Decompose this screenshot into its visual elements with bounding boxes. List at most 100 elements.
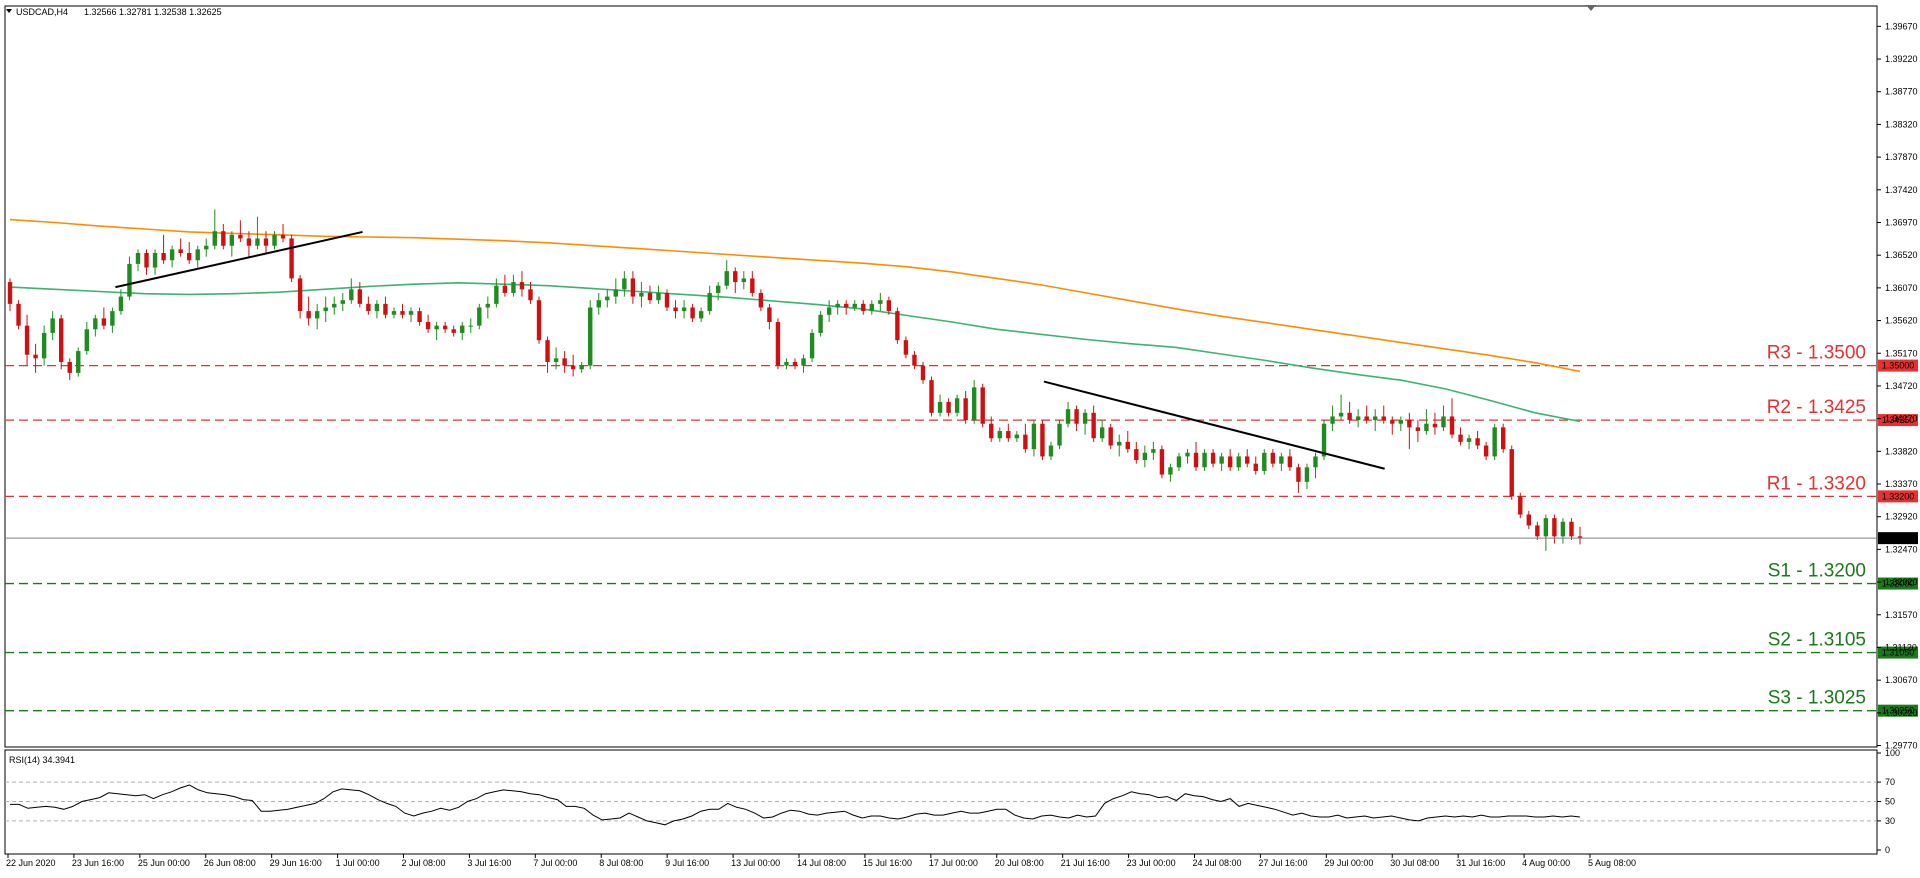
candle-body <box>1245 456 1250 464</box>
candle-body <box>186 253 192 261</box>
candle-body <box>1279 456 1284 464</box>
price-axis: 1.39670 1.39220 1.38770 1.38320 1.37870 1.374… <box>1877 21 1918 751</box>
candle-body <box>383 303 388 315</box>
candle-body <box>1082 412 1088 424</box>
candle-body <box>468 325 473 327</box>
candle-body <box>1031 423 1037 450</box>
candle-body <box>1134 449 1139 461</box>
price-tick-label: 1.32020 <box>1885 577 1918 587</box>
candle-body <box>1475 438 1480 446</box>
candle-body <box>289 238 294 279</box>
price-tick-label: 1.39220 <box>1885 54 1918 64</box>
time-tick-label: 8 Jul 08:00 <box>599 858 643 868</box>
candle-body <box>1108 427 1113 446</box>
candle-body <box>1176 456 1182 468</box>
candle-body <box>349 289 354 301</box>
resistance-price-tag <box>1878 359 1918 372</box>
time-tick-label: 29 Jun 16:00 <box>270 858 322 868</box>
candle-body <box>366 303 371 312</box>
price-tick-label: 1.38320 <box>1885 119 1918 129</box>
time-tick-label: 24 Jul 08:00 <box>1193 858 1242 868</box>
rsi-tick-label: 30 <box>1885 816 1895 826</box>
candle-body <box>1526 514 1532 526</box>
candle-body <box>1057 423 1062 446</box>
candle-body <box>67 361 72 373</box>
candle-body <box>1492 427 1497 457</box>
candle-body <box>1185 452 1190 457</box>
candle-body <box>622 278 627 290</box>
resistance-level-label: R2 - 1.3425 <box>1767 397 1866 418</box>
resistance-level-label: R3 - 1.3500 <box>1767 343 1866 364</box>
candle-body <box>673 307 678 312</box>
price-tick-label: 1.33370 <box>1885 479 1918 489</box>
candle-body <box>1390 420 1395 424</box>
candle-body <box>41 332 47 359</box>
time-tick-label: 23 Jul 00:00 <box>1127 858 1176 868</box>
price-tick-label: 1.38770 <box>1885 87 1918 97</box>
candle-body <box>630 278 636 297</box>
candle-body <box>980 387 985 424</box>
chart-header-ohlc: 1.32566 1.32781 1.32538 1.32625 <box>84 7 222 17</box>
candle-body <box>1552 518 1557 537</box>
price-tick-label: 1.36970 <box>1885 217 1918 227</box>
rsi-indicator <box>5 781 1877 826</box>
candle-body <box>519 282 525 290</box>
scroll-marker-icon[interactable] <box>1586 5 1596 11</box>
support-level-label: S2 - 1.3105 <box>1768 630 1866 651</box>
candle-body <box>1227 456 1233 468</box>
candle-body <box>1466 438 1472 442</box>
candle-body <box>118 296 124 312</box>
candle-body <box>238 234 243 239</box>
candle-body <box>1483 445 1489 457</box>
support-price-tag <box>1878 646 1918 659</box>
candle-body <box>570 365 576 370</box>
candle-body <box>1347 412 1352 421</box>
time-tick-label: 25 Jun 00:00 <box>138 858 190 868</box>
price-tick-label: 1.36070 <box>1885 283 1918 293</box>
candle-body <box>656 292 661 301</box>
current-price-tag <box>1878 532 1918 545</box>
rsi-tick-label: 100 <box>1885 748 1900 758</box>
candle-body <box>417 311 422 323</box>
candle-body <box>332 303 337 308</box>
candle-body <box>929 380 934 413</box>
price-tick-label: 1.34270 <box>1885 414 1918 424</box>
candle-body <box>690 307 695 319</box>
current-price-tag-label: 1.32625 <box>1882 533 1915 543</box>
candle-body <box>1373 416 1378 421</box>
support-level-label: S3 - 1.3025 <box>1768 688 1866 709</box>
time-tick-label: 15 Jul 16:00 <box>863 858 912 868</box>
collapse-arrow-icon[interactable] <box>6 9 12 13</box>
candle-body <box>1407 420 1412 428</box>
candle-body <box>204 245 209 250</box>
candle-body <box>297 278 303 312</box>
candle-body <box>1543 518 1549 537</box>
candle-body <box>494 285 499 304</box>
main-panel-frame <box>4 5 1878 748</box>
time-tick-label: 13 Jul 00:00 <box>731 858 780 868</box>
candle-body <box>1099 427 1105 439</box>
time-tick-label: 22 Jun 2020 <box>6 858 56 868</box>
candle-body <box>613 289 619 297</box>
price-tick-label: 1.31570 <box>1885 610 1918 620</box>
resistance-price-tag-label: 1.35000 <box>1882 361 1915 371</box>
candle-body <box>920 365 926 381</box>
time-tick-label: 4 Aug 00:00 <box>1522 858 1570 868</box>
price-tick-label: 1.32470 <box>1885 544 1918 554</box>
price-tick-label: 1.30670 <box>1885 675 1918 685</box>
candle-body <box>229 234 235 246</box>
candle-body <box>1458 434 1463 442</box>
candle-body <box>741 278 747 283</box>
candle-body <box>477 307 482 326</box>
candle-body <box>1168 467 1173 475</box>
candle-body <box>221 231 226 246</box>
candle-body <box>1006 430 1011 439</box>
candle-body <box>1381 416 1386 421</box>
candle-body <box>280 234 286 239</box>
rsi-tick-label: 50 <box>1885 797 1895 807</box>
candle-body <box>895 311 900 341</box>
price-tick-label: 1.39670 <box>1885 21 1918 31</box>
candle-body <box>76 351 81 373</box>
candle-body <box>596 300 601 308</box>
